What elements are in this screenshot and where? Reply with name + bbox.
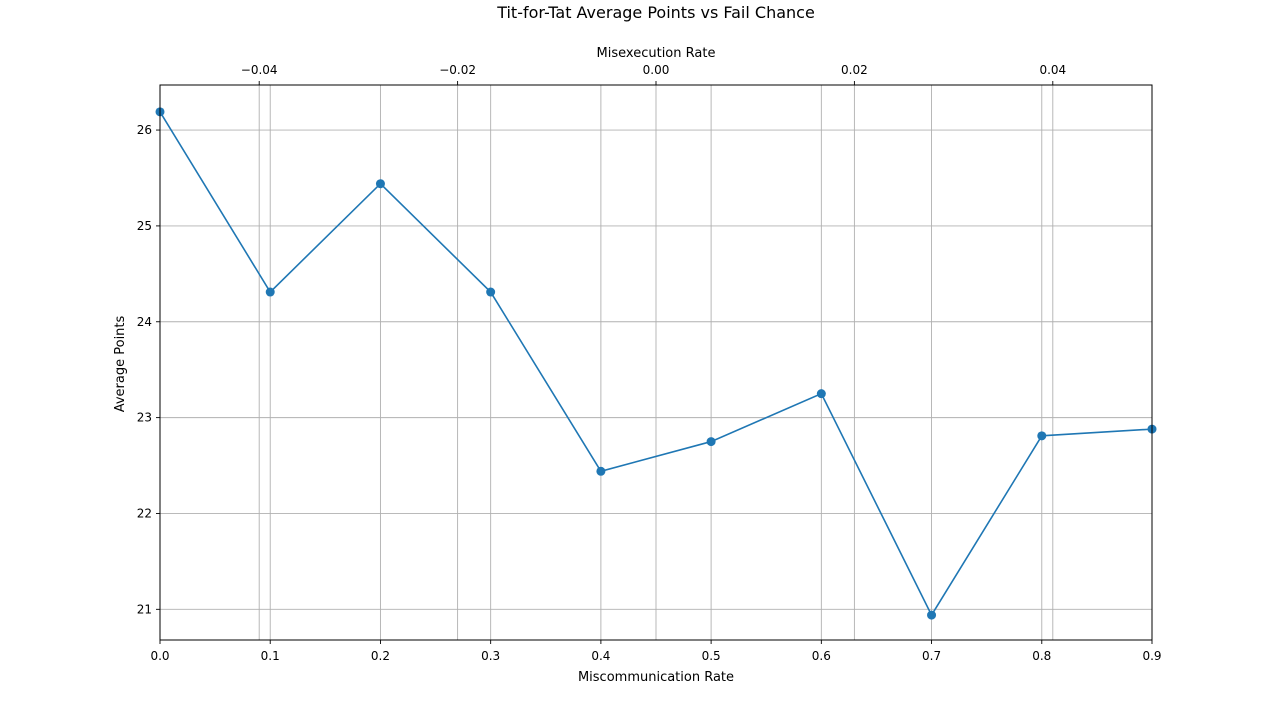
data-point [816,389,826,399]
ticks: 0.0 0.1 0.2 0.3 0.4 0.5 0.6 0.7 0.8 0.9 −0.04 −0.02… [137,63,1162,663]
y-axis-label: Average Points [113,315,128,412]
x-tick-label: 0.7 [922,649,941,663]
data-point [486,287,496,297]
plot-series [155,107,1157,620]
plot-frame [159,84,1153,641]
data-point [265,287,275,297]
y-tick-label: 24 [137,315,152,329]
x-tick-label: 0.1 [261,649,280,663]
data-point [706,437,716,447]
data-point [927,610,937,620]
x-tick-label: 0.4 [591,649,610,663]
x-tick-label: 0.6 [812,649,831,663]
y-tick-label: 23 [137,411,152,425]
secondary-x-tick-label: −0.04 [241,63,278,77]
data-point [596,466,606,476]
x-tick-label: 0.0 [150,649,169,663]
secondary-x-tick-label: 0.00 [643,63,670,77]
x-tick-label: 0.2 [371,649,390,663]
x-axis-label: Miscommunication Rate [578,670,734,685]
y-tick-label: 22 [137,506,152,520]
series-line [159,111,1153,617]
secondary-x-tick-label: −0.02 [439,63,476,77]
y-tick-label: 26 [137,123,152,137]
y-tick-label: 25 [137,219,152,233]
x-tick-label: 0.3 [481,649,500,663]
y-tick-label: 21 [137,602,152,616]
data-point [1037,431,1047,441]
secondary-x-axis-label: Misexecution Rate [597,46,716,61]
grid [159,85,1153,640]
secondary-x-tick-label: 0.04 [1039,63,1066,77]
x-tick-label: 0.8 [1032,649,1051,663]
data-point [375,179,385,189]
x-tick-label: 0.9 [1142,649,1161,663]
x-tick-label: 0.5 [702,649,721,663]
secondary-x-tick-label: 0.02 [841,63,868,77]
chart-title: Tit-for-Tat Average Points vs Fail Chanc… [496,3,815,22]
